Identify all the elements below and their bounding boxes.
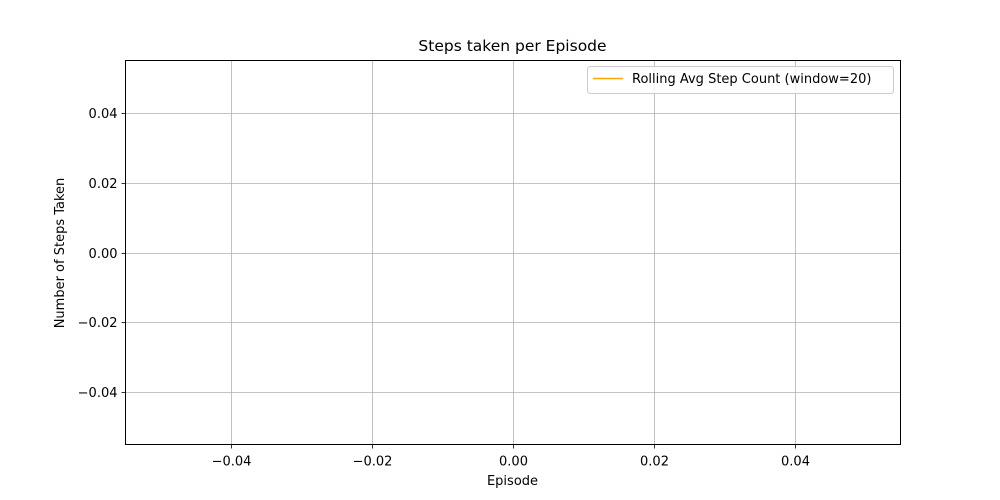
y-tick-label: 0.00 bbox=[89, 247, 118, 262]
y-axis-ticks: −0.04 −0.02 0.00 0.02 0.04 bbox=[78, 107, 126, 401]
x-tick-label: −0.02 bbox=[353, 455, 393, 470]
grid bbox=[125, 60, 901, 445]
y-axis-label: Number of Steps Taken bbox=[53, 178, 68, 329]
chart-title: Steps taken per Episode bbox=[418, 37, 606, 55]
y-tick-label: 0.04 bbox=[89, 107, 118, 122]
x-tick-label: 0.04 bbox=[781, 455, 810, 470]
y-tick-label: 0.02 bbox=[89, 177, 118, 192]
y-tick-label: −0.04 bbox=[78, 386, 118, 401]
legend: Rolling Avg Step Count (window=20) bbox=[587, 66, 894, 94]
plot-area-frame bbox=[125, 60, 901, 445]
y-tick-label: −0.02 bbox=[78, 316, 118, 331]
x-tick-label: −0.04 bbox=[212, 455, 252, 470]
legend-box bbox=[587, 66, 894, 94]
x-axis-label: Episode bbox=[487, 474, 538, 489]
x-axis-ticks: −0.04 −0.02 0.00 0.02 0.04 bbox=[212, 444, 810, 470]
x-tick-label: 0.02 bbox=[640, 455, 669, 470]
x-tick-label: 0.00 bbox=[499, 455, 528, 470]
legend-label: Rolling Avg Step Count (window=20) bbox=[632, 72, 871, 87]
